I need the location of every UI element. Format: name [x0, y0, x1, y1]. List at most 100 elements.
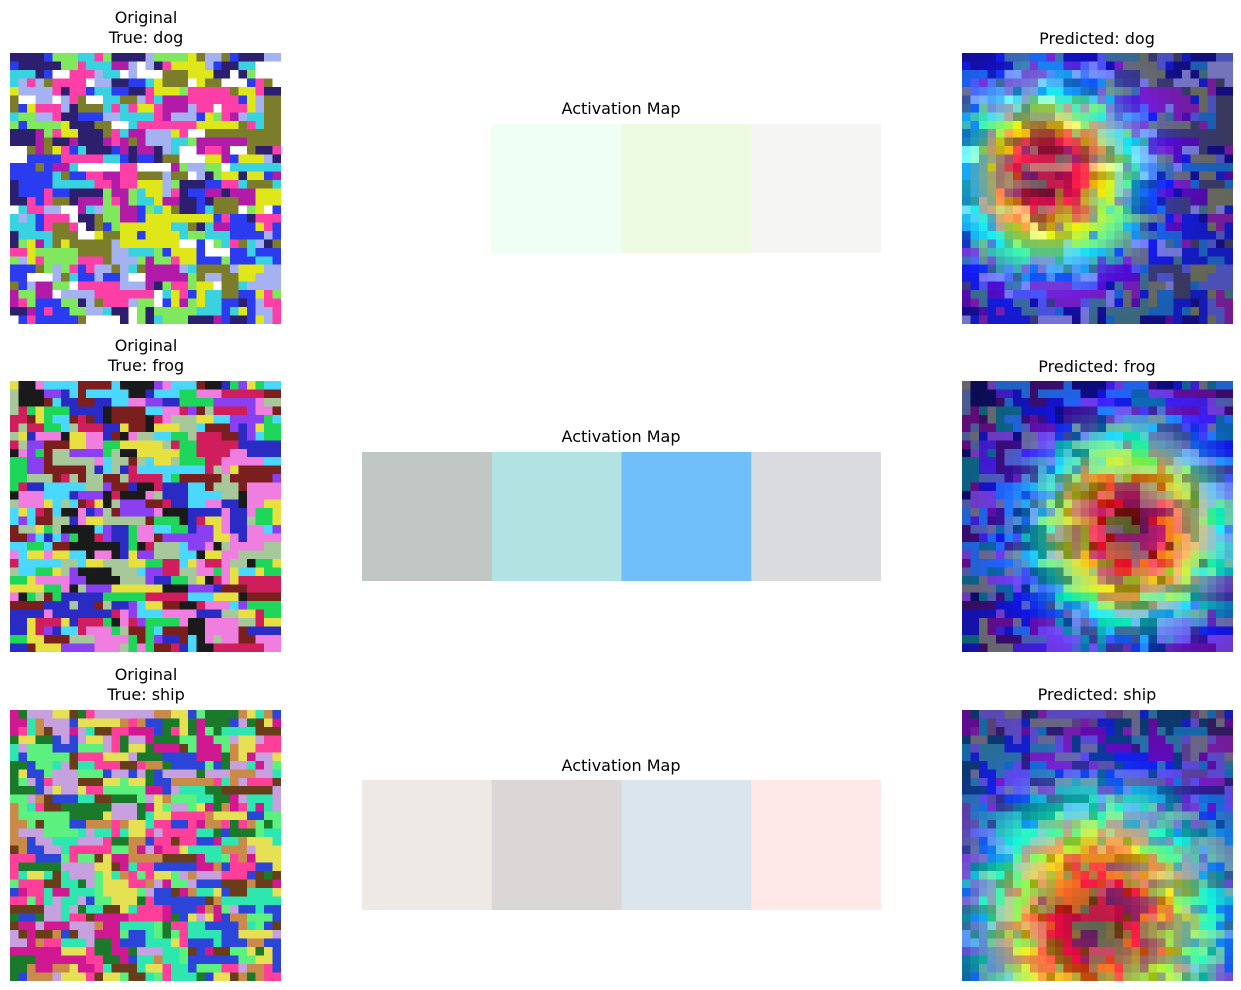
overlay-pixel [1207, 508, 1217, 517]
overlay-pixel [1216, 137, 1225, 147]
overlay-pixel [1156, 465, 1166, 475]
original-pixel [213, 550, 222, 560]
original-pixel [247, 618, 256, 627]
original-pixel [230, 853, 239, 863]
overlay-pixel [1224, 465, 1233, 475]
overlay-pixel [1148, 247, 1157, 257]
overlay-pixel [1063, 222, 1073, 232]
original-pixel [120, 431, 129, 441]
original-pixel [162, 811, 172, 821]
original-pixel [128, 516, 138, 526]
overlay-pixel [1224, 103, 1233, 113]
overlay-pixel [1080, 508, 1090, 517]
original-pixel [145, 290, 155, 299]
overlay-pixel [1021, 609, 1030, 619]
overlay-pixel [1105, 431, 1115, 441]
original-pixel [230, 448, 239, 458]
overlay-pixel [1046, 281, 1056, 291]
overlay-pixel [1182, 609, 1191, 619]
original-pixel [52, 550, 61, 560]
overlay-pixel [1114, 609, 1124, 619]
original-pixel [213, 752, 222, 761]
original-pixel [221, 904, 231, 914]
original-pixel [255, 389, 265, 399]
overlay-pixel [1131, 180, 1141, 189]
original-pixel [77, 230, 87, 240]
original-pixel [196, 239, 205, 248]
original-pixel [179, 180, 189, 189]
overlay-pixel [1207, 448, 1217, 458]
overlay-pixel [1156, 448, 1166, 458]
original-pixel [170, 533, 180, 543]
original-pixel [238, 499, 248, 509]
original-pixel [77, 171, 87, 181]
original-pixel [69, 61, 78, 71]
original-pixel [179, 930, 189, 939]
original-pixel [179, 743, 189, 753]
overlay-pixel [1207, 516, 1217, 526]
original-pixel [52, 794, 61, 804]
original-pixel [86, 524, 95, 534]
original-pixel [35, 760, 45, 770]
overlay-pixel [1097, 618, 1107, 627]
original-pixel [77, 222, 87, 232]
overlay-pixel [1173, 205, 1183, 215]
original-pixel [179, 853, 189, 863]
original-pixel [153, 406, 163, 416]
original-pixel [187, 820, 197, 829]
original-pixel [128, 247, 138, 257]
overlay-pixel [1173, 440, 1183, 449]
overlay-pixel [1004, 567, 1013, 576]
original-pixel [272, 710, 281, 719]
original-pixel [128, 69, 138, 79]
overlay-pixel [1012, 465, 1022, 475]
overlay-pixel [1105, 205, 1115, 215]
original-pixel [103, 389, 112, 399]
original-pixel [238, 264, 248, 274]
original-pixel [60, 431, 70, 441]
original-pixel [162, 853, 172, 863]
overlay-image-svg [962, 381, 1233, 652]
original-pixel [221, 635, 231, 644]
overlay-pixel [1216, 601, 1225, 610]
overlay-pixel [1216, 592, 1225, 602]
overlay-pixel [1224, 609, 1233, 619]
original-pixel [35, 524, 45, 534]
overlay-pixel [1224, 69, 1233, 79]
original-pixel [221, 315, 231, 324]
original-pixel [18, 474, 28, 483]
original-pixel [247, 811, 256, 821]
overlay-pixel [1097, 112, 1107, 121]
overlay-pixel [1224, 146, 1233, 155]
original-pixel [272, 837, 281, 846]
overlay-pixel [1122, 482, 1132, 492]
overlay-pixel [1021, 53, 1030, 62]
overlay-pixel [1122, 180, 1132, 189]
overlay-pixel [1139, 516, 1149, 526]
overlay-pixel [1139, 103, 1149, 113]
overlay-pixel [1207, 550, 1217, 560]
overlay-pixel [1156, 247, 1166, 257]
original-pixel [18, 575, 28, 585]
original-pixel [69, 541, 78, 551]
original-pixel [272, 247, 281, 257]
original-pixel [60, 541, 70, 551]
original-pixel [264, 95, 273, 104]
original-pixel [137, 752, 146, 761]
overlay-image-svg [962, 53, 1233, 324]
overlay-pixel [1105, 281, 1115, 291]
overlay-pixel [1021, 120, 1030, 130]
overlay-pixel [1105, 307, 1115, 316]
original-pixel [137, 803, 146, 812]
overlay-pixel [1063, 533, 1073, 543]
overlay-pixel [1114, 592, 1124, 602]
overlay-pixel [1097, 188, 1107, 198]
overlay-pixel [1199, 69, 1208, 79]
overlay-pixel [1190, 474, 1200, 483]
overlay-pixel [1190, 247, 1200, 257]
original-pixel [26, 626, 36, 636]
overlay-pixel [1207, 567, 1217, 576]
overlay-pixel [1165, 213, 1174, 223]
original-pixel [128, 457, 138, 466]
original-pixel [196, 256, 205, 265]
